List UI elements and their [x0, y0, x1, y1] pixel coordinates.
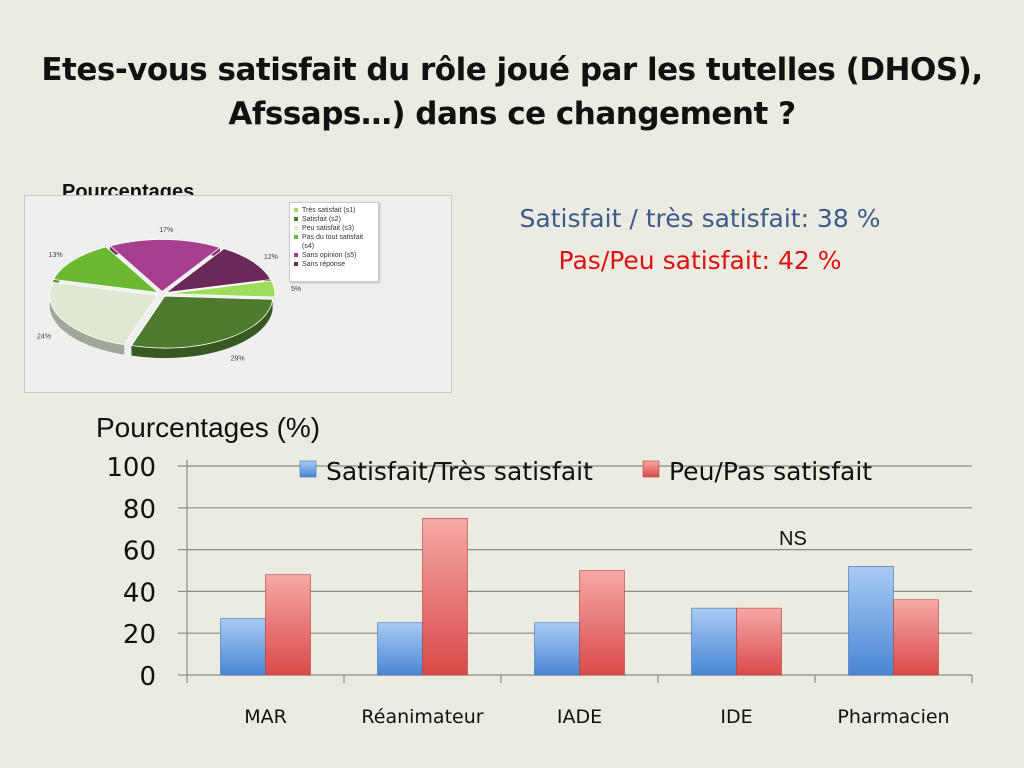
pie-slice-side [49, 282, 125, 355]
x-tick-label: MAR [244, 706, 287, 728]
bar [534, 622, 580, 676]
pie-legend-label: Sans réponse [302, 261, 346, 268]
x-tick-label: Réanimateur [361, 706, 483, 728]
slide-title-line2: Afssaps…) dans ce changement ? [228, 96, 796, 132]
x-tick-label: Pharmacien [837, 706, 949, 728]
legend-swatch [294, 226, 298, 230]
legend-swatch [299, 460, 317, 478]
legend-swatch [294, 253, 298, 257]
legend-swatch [294, 262, 298, 266]
x-tick-label: IADE [557, 706, 602, 728]
y-tick-label: 100 [106, 453, 156, 483]
pie-data-label: 5% [291, 286, 301, 293]
legend-label: Satisfait/Très satisfait [326, 457, 593, 486]
pie-legend-item: Peu satisfait (s3) [294, 224, 374, 233]
slide-title: Etes-vous satisfait du rôle joué par les… [40, 48, 984, 136]
pie-legend-label: Pas du tout satisfait (s4) [302, 234, 364, 250]
pie-legend-item: Pas du tout satisfait (s4) [294, 233, 374, 251]
pie-legend-item: Sans opinion (s5) [294, 251, 374, 260]
pie-legend-item: Très satisfait (s1) [294, 206, 374, 215]
pie-data-label: 13% [49, 252, 63, 259]
bar [848, 566, 894, 676]
legend-swatch [294, 208, 298, 212]
pie-legend: Très satisfait (s1) Satisfait (s2) Peu sat… [289, 202, 379, 282]
pie-slice [52, 246, 160, 294]
y-tick-label: 20 [123, 620, 156, 650]
legend-swatch [294, 235, 298, 239]
pie-data-label: 12% [264, 254, 278, 261]
pie-slice [166, 280, 276, 298]
pie-data-label: 17% [159, 227, 173, 234]
pie-chart-panel: 5% 29% 24% 13% 17% 12% Très satisfait (s1) Sat… [24, 195, 452, 393]
bar [377, 622, 423, 676]
pie-legend-label: Sans opinion (s5) [302, 252, 357, 259]
y-tick-label: 0 [139, 662, 156, 692]
pie-slice [49, 281, 159, 346]
y-tick-label: 60 [123, 537, 156, 567]
bar [265, 574, 311, 676]
bar-chart-ylabel: Pourcentages (%) [96, 412, 321, 443]
pie-data-label: 24% [37, 333, 51, 340]
pie-slice [130, 295, 274, 349]
slide-title-line1: Etes-vous satisfait du rôle joué par les… [41, 52, 983, 88]
summary-satisfied: Satisfait / très satisfait: 38 % [519, 204, 881, 233]
pie-legend-item: Sans réponse [294, 260, 374, 269]
bar [691, 607, 737, 676]
y-tick-label: 80 [123, 495, 156, 525]
bar-chart: 0 20 40 60 80 100 MAR Réanimateur IADE IDE Pharmac… [106, 453, 973, 728]
pie-legend-label: Peu satisfait (s3) [302, 225, 355, 232]
y-tick-label: 40 [123, 578, 156, 608]
summary-unsatisfied: Pas/Peu satisfait: 42 % [558, 246, 842, 275]
legend-swatch [294, 217, 298, 221]
bar [579, 570, 625, 676]
ns-annotation: NS [779, 528, 807, 550]
bar [422, 517, 468, 676]
pie-chart: 5% 29% 24% 13% 17% 12% [37, 227, 301, 363]
pie-slice-side [131, 299, 273, 359]
pie-legend-item: Satisfait (s2) [294, 215, 374, 224]
bar [893, 599, 939, 676]
bar [736, 607, 782, 676]
legend-label: Peu/Pas satisfait [669, 457, 872, 486]
x-tick-label: IDE [720, 706, 752, 728]
pie-legend-label: Très satisfait (s1) [302, 207, 356, 214]
pie-slice [109, 239, 221, 293]
bar [220, 618, 266, 676]
pie-legend-label: Satisfait (s2) [302, 216, 341, 223]
pie-slice [164, 248, 272, 294]
pie-data-label: 29% [231, 356, 245, 363]
legend-swatch [642, 460, 660, 478]
